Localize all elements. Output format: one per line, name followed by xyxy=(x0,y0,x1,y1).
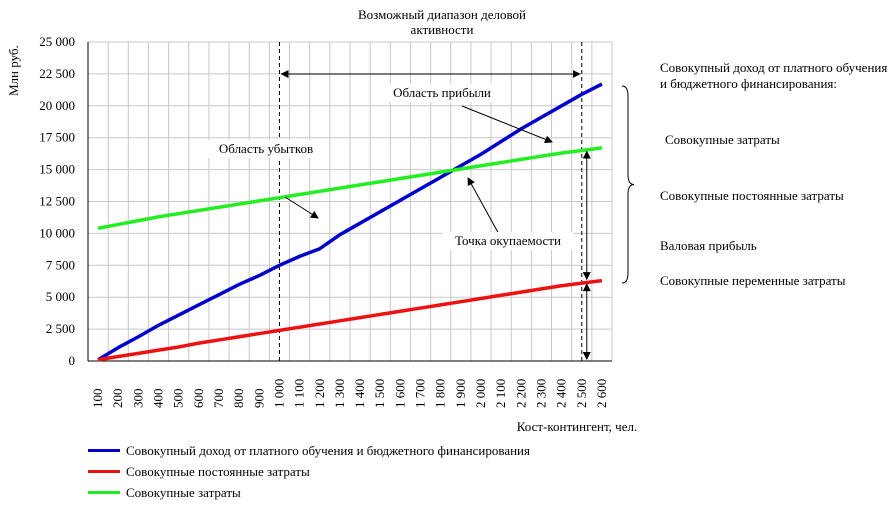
x-axis-label: Кост-контингент, чел. xyxy=(517,419,637,434)
x-tick-label: 400 xyxy=(151,389,166,409)
arrow-head xyxy=(582,283,591,292)
y-tick-label: 12 500 xyxy=(39,194,75,209)
x-tick-label: 800 xyxy=(231,389,246,409)
axes xyxy=(87,42,612,362)
legend-swatch xyxy=(88,491,120,494)
series-line-fixed-costs xyxy=(97,278,603,362)
x-tick-label: 900 xyxy=(251,389,266,409)
curly-brace xyxy=(621,85,635,284)
legend-item-total-costs: Совокупные затраты xyxy=(88,482,530,503)
series-line-revenue xyxy=(97,82,603,362)
y-tick-labels: 0 2 500 5 000 7 500 10 000 12 500 15 000 17 500… xyxy=(39,34,75,368)
y-tick-label: 22 500 xyxy=(39,66,75,81)
x-tick-label: 2 100 xyxy=(493,379,508,408)
x-tick-label: 1 700 xyxy=(413,379,428,408)
grid-lines xyxy=(87,41,613,362)
side-label-gross-profit: Валовая прибыль xyxy=(660,238,757,253)
annotation-label: Область прибыли xyxy=(393,85,491,100)
x-tick-label: 1 300 xyxy=(332,379,347,408)
legend: Совокупный доход от платного обучения и … xyxy=(88,440,530,503)
side-label-total-costs: Совокупные затраты xyxy=(665,132,780,147)
arrow-head xyxy=(280,70,289,78)
annotation-box xyxy=(207,140,325,158)
y-tick-label: 10 000 xyxy=(39,225,75,240)
legend-label: Совокупные постоянные затраты xyxy=(126,463,310,479)
arrow-head xyxy=(582,150,591,159)
x-tick-label: 1 200 xyxy=(312,379,327,408)
y-tick-label: 5 000 xyxy=(46,289,75,304)
side-label-variable-costs: Совокупные переменные затраты xyxy=(660,273,846,288)
y-tick-label: 2 500 xyxy=(46,321,75,336)
x-tick-label: 1 600 xyxy=(392,379,407,408)
y-tick-label: 15 000 xyxy=(39,162,75,177)
x-tick-label: 1 500 xyxy=(372,379,387,408)
x-tick-label: 2 600 xyxy=(594,379,609,408)
side-label-revenue: Совокупный доход от платного обучения и … xyxy=(660,60,888,91)
side-label-fixed-costs: Совокупные постоянные затраты xyxy=(660,188,844,203)
legend-label: Совокупные затраты xyxy=(126,484,241,500)
annotation-arrow xyxy=(284,196,319,219)
x-tick-label: 600 xyxy=(191,389,206,409)
x-tick-label: 1 000 xyxy=(271,379,286,408)
y-axis-label: Млн руб. xyxy=(6,45,21,96)
chart-title-line: Возможный диапазон деловой xyxy=(358,7,526,22)
annotation-box xyxy=(442,232,574,250)
x-tick-label: 2 500 xyxy=(574,379,589,408)
x-tick-label: 700 xyxy=(211,389,226,409)
x-tick-label: 1 900 xyxy=(453,379,468,408)
x-tick-label: 2 300 xyxy=(533,379,548,408)
x-tick-label: 300 xyxy=(130,389,145,409)
x-tick-labels: 100 200 300 400 500 600 700 800 900 1 000 1 100 1 2… xyxy=(90,379,609,408)
x-tick-label: 200 xyxy=(110,389,125,409)
x-tick-label: 1 800 xyxy=(433,379,448,408)
annotation-box xyxy=(383,84,501,102)
legend-item-fixed-costs: Совокупные постоянные затраты xyxy=(88,461,530,482)
annotation-label: Точка окупаемости xyxy=(455,233,561,248)
y-tick-label: 25 000 xyxy=(39,34,75,49)
series-line-total-costs xyxy=(97,146,603,231)
chart-title: Возможный диапазон деловой активности xyxy=(358,7,526,37)
x-tick-label: 1 100 xyxy=(292,379,307,408)
y-tick-label: 0 xyxy=(69,353,76,368)
legend-item-revenue: Совокупный доход от платного обучения и … xyxy=(88,440,530,461)
annotations: Область убытков Область прибыли Точка окуп… xyxy=(207,84,635,360)
x-tick-label: 1 400 xyxy=(352,379,367,408)
range-markers xyxy=(278,42,583,361)
annotation-label: Область убытков xyxy=(219,141,313,156)
y-tick-label: 20 000 xyxy=(39,98,75,113)
y-tick-label: 7 500 xyxy=(46,257,75,272)
x-tick-label: 2 200 xyxy=(513,379,528,408)
chart-title-line: активности xyxy=(411,22,474,37)
x-tick-label: 2 400 xyxy=(554,379,569,408)
legend-swatch xyxy=(88,470,120,473)
x-tick-label: 500 xyxy=(171,389,186,409)
legend-swatch xyxy=(88,449,120,452)
x-tick-label: 100 xyxy=(90,389,105,409)
series-lines xyxy=(97,82,603,362)
annotation-arrow xyxy=(461,105,553,144)
legend-label: Совокупный доход от платного обучения и … xyxy=(126,442,530,458)
x-tick-label: 2 000 xyxy=(473,379,488,408)
annotation-arrow xyxy=(467,177,501,237)
y-tick-label: 17 500 xyxy=(39,130,75,145)
